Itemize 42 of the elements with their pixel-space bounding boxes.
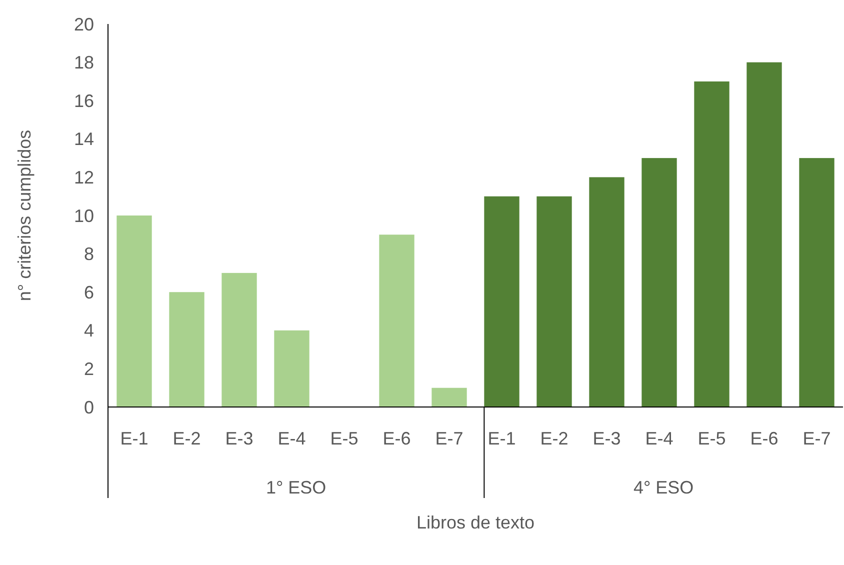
y-tick-label: 20 <box>74 14 94 34</box>
x-tick-label: E-4 <box>278 428 306 448</box>
y-tick-label: 12 <box>74 168 94 188</box>
x-tick-label: E-1 <box>488 428 516 448</box>
y-tick-label: 14 <box>74 129 94 150</box>
text: 4° ESO <box>633 477 694 498</box>
x-tick-label: E-2 <box>540 428 568 448</box>
bar <box>642 158 677 407</box>
x-tick-label: E-5 <box>698 428 726 448</box>
x-tick-label: E-2 <box>172 428 201 448</box>
bar <box>799 158 834 407</box>
bar <box>379 234 414 407</box>
bar <box>116 216 152 407</box>
x-tick-label: E-3 <box>592 428 621 448</box>
bar <box>694 81 730 407</box>
bar <box>589 177 624 407</box>
x-tick-label: E-7 <box>435 428 464 448</box>
bar <box>746 62 782 407</box>
bar <box>274 330 310 407</box>
y-tick-label: 10 <box>74 206 94 226</box>
bar <box>484 196 520 407</box>
x-tick-label: E-6 <box>382 428 411 448</box>
y-tick-label: 18 <box>74 52 94 73</box>
y-tick-label: 4 <box>84 320 94 341</box>
bar <box>536 196 572 407</box>
bar <box>169 292 204 407</box>
y-tick-label: 16 <box>74 90 94 111</box>
x-tick-label: E-1 <box>120 428 148 448</box>
y-tick-label: 2 <box>84 359 94 379</box>
text: 1° ESO <box>266 477 326 498</box>
bar <box>432 388 467 407</box>
y-tick-label: 8 <box>84 244 94 264</box>
y-tick-label: 0 <box>84 397 94 418</box>
y-axis-title: n° criterios cumplidos <box>14 130 34 302</box>
x-tick-label: E-3 <box>225 428 254 448</box>
bar <box>222 272 257 407</box>
x-tick-label: E-7 <box>802 428 831 448</box>
x-tick-label: E-4 <box>645 428 674 448</box>
x-axis-title: Libros de texto <box>416 512 535 532</box>
y-tick-label: 6 <box>84 282 94 302</box>
x-tick-label: E-6 <box>750 428 778 448</box>
x-tick-label: E-5 <box>330 428 358 448</box>
